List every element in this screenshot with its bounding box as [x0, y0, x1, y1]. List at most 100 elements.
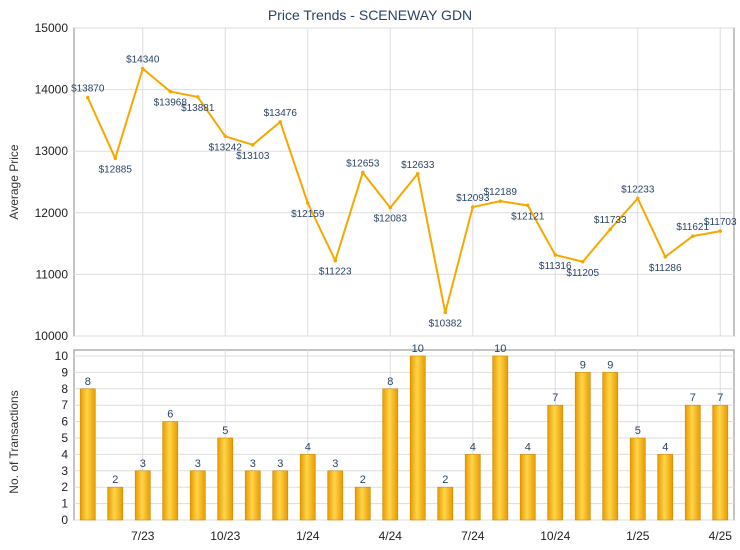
transaction-bar [602, 372, 619, 521]
transaction-bar [712, 404, 729, 521]
transaction-bar [107, 486, 124, 521]
price-data-label: $12093 [456, 193, 490, 204]
transaction-bar [657, 454, 674, 521]
bar-data-label: 3 [250, 458, 256, 470]
price-point [498, 199, 503, 203]
bar-y-tick-label: 6 [61, 415, 68, 429]
price-point [140, 66, 145, 71]
chart-title: Price Trends - SCENEWAY GDN [268, 7, 472, 23]
transaction-bar [272, 470, 289, 521]
price-point [608, 227, 613, 232]
price-point [305, 201, 310, 205]
price-data-label: $12885 [99, 164, 133, 175]
price-data-label: $11286 [649, 263, 682, 274]
bar-data-label: 3 [277, 458, 283, 470]
bar-data-label: 6 [167, 409, 173, 421]
x-tick-label: 10/23 [210, 529, 240, 543]
price-point [250, 143, 255, 147]
price-data-label: $13103 [236, 151, 270, 162]
x-tick-label: 4/24 [379, 529, 403, 543]
transaction-bar [519, 454, 536, 521]
transaction-bar [547, 404, 564, 521]
price-point [525, 203, 530, 208]
x-tick-label: 4/25 [709, 529, 733, 543]
transaction-bar [492, 355, 509, 521]
transaction-bar [409, 355, 426, 521]
price-data-label: $13881 [181, 103, 215, 114]
transaction-bar [327, 470, 344, 521]
price-point [663, 254, 668, 259]
price-data-label: $13968 [154, 98, 188, 109]
transaction-bar [684, 404, 701, 521]
bar-data-label: 4 [305, 441, 311, 453]
x-tick-label: 7/24 [461, 529, 485, 543]
price-data-label: $11316 [539, 261, 572, 272]
price-point [388, 205, 393, 210]
bar-data-label: 7 [717, 392, 723, 404]
bar-y-tick-label: 9 [61, 365, 68, 379]
price-point [168, 89, 173, 94]
price-data-label: $12159 [291, 209, 325, 220]
bar-y-axis-title: No. of Transactions [7, 390, 21, 493]
price-data-label: $11223 [319, 267, 352, 278]
bar-plot-area [73, 349, 735, 521]
bar-data-label: 4 [525, 441, 531, 453]
line-y-tick-label: 13000 [35, 144, 69, 158]
price-point [580, 259, 585, 264]
price-data-label: $12653 [346, 159, 380, 170]
x-tick-label: 7/23 [131, 529, 155, 543]
price-data-label: $11703 [704, 217, 737, 228]
price-data-label: $11205 [566, 268, 599, 279]
price-data-label: $13476 [264, 108, 298, 119]
price-point [360, 170, 365, 175]
bar-data-label: 3 [140, 458, 146, 470]
price-data-label: $11621 [676, 222, 709, 233]
x-tick-label: 1/24 [296, 529, 320, 543]
bar-y-tick-label: 7 [61, 398, 68, 412]
transaction-bar [79, 388, 96, 521]
price-point [718, 229, 723, 233]
x-tick-label: 1/25 [626, 529, 650, 543]
line-y-tick-label: 10000 [35, 329, 69, 343]
line-y-tick-label: 12000 [35, 206, 69, 220]
price-data-label: $12633 [401, 160, 435, 171]
line-plot-area [73, 27, 735, 337]
bar-data-label: 9 [607, 359, 613, 371]
price-point [690, 234, 695, 238]
bar-y-tick-label: 2 [61, 480, 68, 494]
price-data-label: $12233 [621, 184, 655, 195]
bar-data-label: 2 [360, 474, 366, 486]
bar-data-label: 7 [552, 392, 558, 404]
x-tick-label: 10/24 [540, 529, 570, 543]
price-data-label: $11733 [594, 215, 627, 226]
price-data-label: $10382 [429, 318, 463, 329]
price-point [113, 156, 118, 161]
price-point [278, 120, 283, 124]
transaction-bar [354, 486, 371, 521]
bar-data-label: 4 [662, 441, 668, 453]
transaction-bar [382, 388, 399, 521]
transaction-bar [244, 470, 261, 521]
transaction-bar [189, 470, 206, 521]
bar-data-label: 5 [222, 425, 228, 437]
bar-y-tick-label: 4 [61, 447, 68, 461]
price-point [635, 196, 640, 201]
price-data-label: $12121 [511, 211, 545, 222]
bar-y-tick-label: 10 [55, 349, 69, 363]
bar-data-label: 4 [470, 441, 476, 453]
transaction-bar [437, 486, 454, 521]
transaction-bar [162, 421, 179, 521]
bar-data-label: 2 [442, 474, 448, 486]
bar-y-tick-label: 1 [61, 497, 68, 511]
bar-data-label: 10 [494, 343, 506, 355]
price-point [333, 258, 338, 263]
bar-data-label: 5 [635, 425, 641, 437]
line-y-tick-label: 11000 [36, 267, 69, 281]
price-point [415, 172, 420, 176]
transaction-bar [574, 372, 591, 521]
price-point [195, 95, 200, 99]
bar-data-label: 7 [690, 392, 696, 404]
bar-data-label: 3 [195, 458, 201, 470]
price-point [443, 310, 448, 315]
price-point [85, 95, 90, 100]
